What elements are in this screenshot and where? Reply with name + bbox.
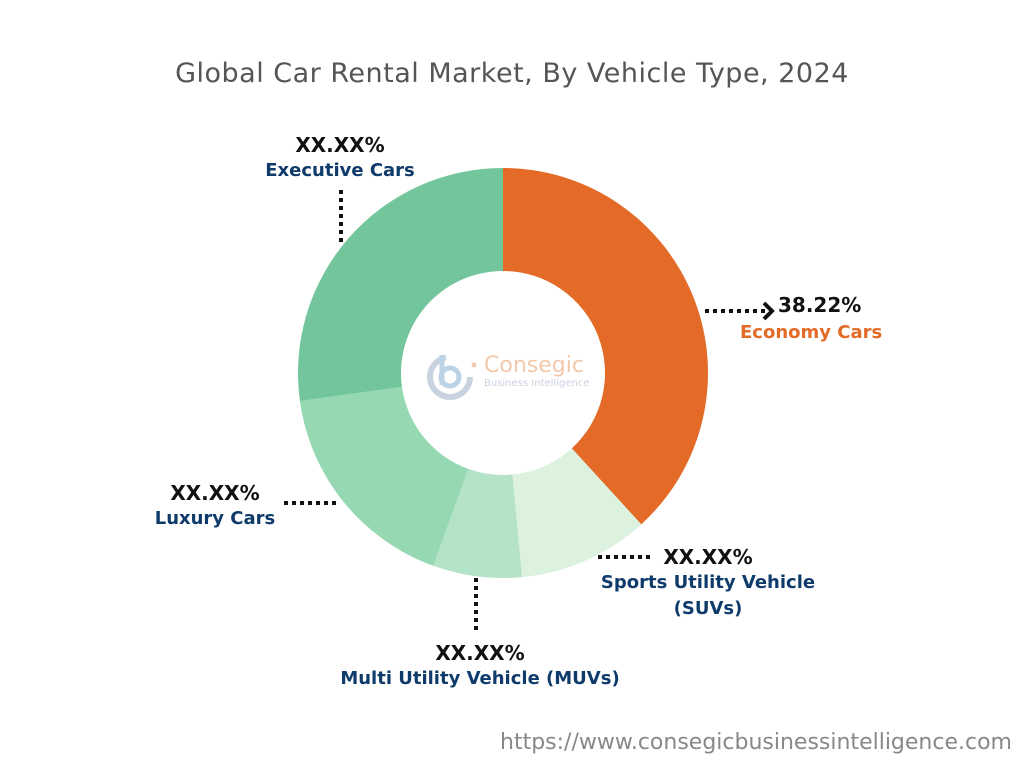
category-label: Executive Cars xyxy=(265,160,415,181)
slice-executive-cars xyxy=(298,168,503,401)
chart-title: Global Car Rental Market, By Vehicle Typ… xyxy=(175,58,849,89)
data-label: 38.22% xyxy=(778,293,862,317)
label-suvs: XX.XX% Sports Utility Vehicle (SUVs) xyxy=(566,544,850,622)
slice-multi-utility-vehicle-muvs xyxy=(433,468,523,578)
label-economy-name: Economy Cars xyxy=(740,320,882,346)
slice-economy-cars xyxy=(503,168,708,525)
label-muvs: XX.XX% Multi Utility Vehicle (MUVs) xyxy=(340,640,620,692)
category-label: Luxury Cars xyxy=(154,508,276,529)
logo-icon xyxy=(427,354,477,400)
arrow-head-icon xyxy=(762,301,775,321)
data-label: XX.XX% xyxy=(435,641,525,665)
category-label: Sports Utility Vehicle (SUVs) xyxy=(600,572,816,619)
logo-name: Consegic xyxy=(484,353,584,378)
category-label: Multi Utility Vehicle (MUVs) xyxy=(340,668,620,689)
slice-luxury-cars xyxy=(299,386,469,566)
label-luxury: XX.XX% Luxury Cars xyxy=(150,480,280,532)
logo: Consegic Business Intelligence xyxy=(422,345,592,405)
data-label: XX.XX% xyxy=(663,545,753,569)
slice-sports-utility-vehicle-suvs xyxy=(512,448,642,578)
logo-tagline: Business Intelligence xyxy=(484,378,590,389)
data-label: XX.XX% xyxy=(295,133,385,157)
data-label: XX.XX% xyxy=(170,481,260,505)
label-economy: 38.22% xyxy=(778,292,861,318)
label-executive: XX.XX% Executive Cars xyxy=(260,132,420,184)
category-label: Economy Cars xyxy=(740,322,883,343)
source-url: https://www.consegicbusinessintelligence… xyxy=(500,730,1012,755)
